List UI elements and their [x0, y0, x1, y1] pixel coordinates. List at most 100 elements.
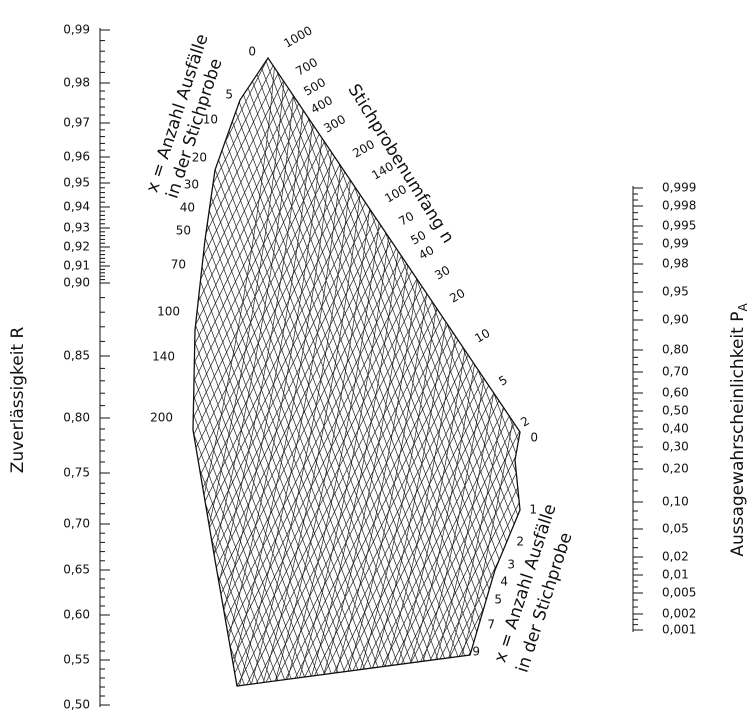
- left-tick-label: 0,55: [63, 653, 90, 667]
- net-line: [364, 58, 520, 686]
- right-tick-label: 0,99: [662, 237, 689, 251]
- net-line: [247, 58, 520, 686]
- net-line: [193, 58, 384, 686]
- net-curve: [281, 219, 380, 686]
- right-tick-label: 0,60: [662, 386, 689, 400]
- right-tick-label: 0,70: [662, 365, 689, 379]
- net-line: [445, 58, 520, 686]
- right-tick-label: 0,002: [662, 607, 696, 621]
- right-tick-label: 0,30: [662, 440, 689, 454]
- left-scale-title: Zuverlässigkeit R: [8, 327, 28, 474]
- right-title-sub: A: [736, 303, 750, 312]
- net-line: [450, 58, 520, 686]
- net-line: [193, 58, 345, 686]
- net-curve: [212, 132, 323, 686]
- net-line: [256, 58, 520, 686]
- top-x-label: 20: [192, 151, 207, 165]
- top-x-label: 70: [171, 258, 186, 272]
- net-line: [193, 58, 399, 686]
- left-tick-label: 0,65: [63, 563, 90, 577]
- bottom-x-label: 4: [500, 575, 508, 589]
- net-line: [193, 58, 489, 686]
- net-line: [193, 58, 349, 686]
- net-curve: [269, 204, 371, 686]
- net-line: [193, 58, 370, 686]
- net-curve: [193, 74, 285, 686]
- net-line: [193, 58, 237, 686]
- net-line: [254, 58, 496, 686]
- net-line: [193, 58, 372, 686]
- net-curve: [235, 161, 342, 686]
- bottom-x-label: 9: [472, 645, 480, 659]
- right-tick-label: 0,40: [662, 422, 689, 436]
- right-tick-label: 0,005: [662, 586, 696, 600]
- net-line: [193, 58, 314, 686]
- net-line: [436, 58, 520, 686]
- top-x-label: 0: [248, 45, 256, 59]
- net-line: [193, 58, 433, 686]
- net-line: [193, 58, 265, 686]
- net-line: [233, 58, 475, 686]
- bottom-x-label: 1: [529, 503, 537, 517]
- top-x-label: 200: [150, 411, 173, 425]
- left-tick-label: 0,98: [63, 76, 90, 90]
- left-tick-label: 0,92: [63, 240, 90, 254]
- top-x-label: 10: [203, 113, 218, 127]
- net-line: [556, 50, 752, 700]
- right-tick-label: 0,02: [662, 550, 689, 564]
- net-line: [226, 58, 468, 686]
- net-line: [549, 50, 752, 700]
- left-tick-label: 0,60: [63, 608, 90, 622]
- n-label: 20: [447, 286, 467, 306]
- n-label: 40: [416, 243, 436, 263]
- net-line: [261, 58, 503, 686]
- net-line: [355, 58, 520, 686]
- net-line: [545, 50, 752, 700]
- net-line: [240, 58, 482, 686]
- left-tick-label: 0,97: [63, 116, 90, 130]
- right-tick-label: 0,98: [662, 257, 689, 271]
- bottom-x-label: 3: [507, 558, 515, 572]
- net-line: [193, 58, 381, 686]
- right-tick-label: 0,05: [662, 522, 689, 536]
- right-tick-label: 0,995: [662, 219, 696, 233]
- left-tick-label: 0,93: [63, 221, 90, 235]
- top-x-label: 50: [176, 224, 191, 238]
- net-line: [193, 58, 507, 686]
- n-label: 2: [518, 414, 532, 430]
- right-scale-title: Aussagewahrscheinlichkeit PA: [728, 303, 750, 557]
- right-tick-label: 0,95: [662, 285, 689, 299]
- net-outline: [192, 56, 521, 687]
- net-curve: [361, 320, 447, 686]
- left-tick-label: 0,50: [63, 698, 90, 712]
- net-line: [193, 58, 363, 686]
- net-curve: [304, 248, 399, 686]
- bottom-x-label: 2: [516, 535, 524, 549]
- net-line: [193, 58, 255, 686]
- net-line: [301, 58, 520, 686]
- net-curve: [223, 146, 333, 686]
- left-tick-label: 0,75: [63, 466, 90, 480]
- net-line: [193, 58, 377, 686]
- net-curve: [419, 393, 494, 686]
- top-x-label: 140: [152, 350, 175, 364]
- left-tick-label: 0,96: [63, 150, 90, 164]
- top-x-label: 30: [184, 178, 199, 192]
- net-line: [193, 58, 286, 686]
- net-line: [193, 58, 356, 686]
- net-curve: [193, 59, 276, 686]
- net-line: [373, 58, 520, 686]
- net-curve: [315, 262, 409, 686]
- net-line: [193, 58, 291, 686]
- net-line: [274, 58, 520, 686]
- net-line: [418, 58, 520, 686]
- n-label: 200: [350, 137, 377, 161]
- right-tick-label: 0,01: [662, 568, 689, 582]
- net-line: [382, 58, 520, 686]
- net-line: [193, 58, 300, 686]
- net-line: [193, 58, 336, 686]
- net-line: [193, 58, 237, 686]
- net-line: [211, 58, 520, 686]
- net-line: [391, 58, 520, 686]
